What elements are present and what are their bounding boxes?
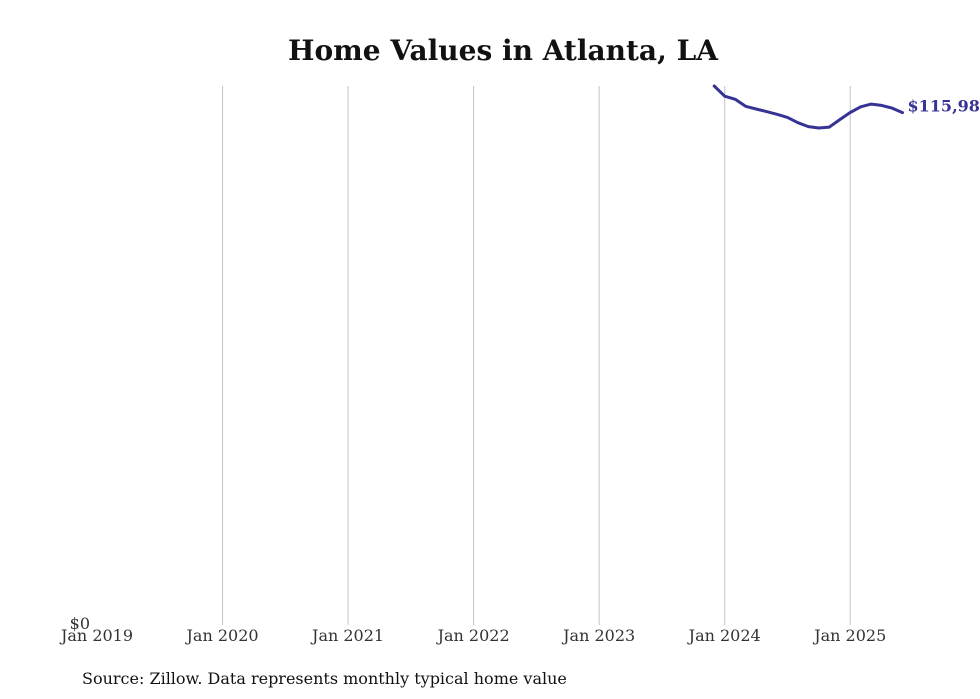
- x-tick-label: Jan 2024: [687, 626, 761, 645]
- y-tick-label: $0: [70, 614, 90, 633]
- x-axis-ticks: Jan 2019 Jan 2020 Jan 2021 Jan 2022 Jan 2023…: [59, 626, 886, 645]
- x-tick-label: Jan 2021: [310, 626, 384, 645]
- chart-title: Home Values in Atlanta, LA: [288, 34, 719, 67]
- series-layer: $115,98: [712, 84, 980, 130]
- x-tick-label: Jan 2022: [436, 626, 510, 645]
- x-tick-label: Jan 2023: [561, 626, 635, 645]
- y-axis-ticks: $0: [70, 614, 90, 633]
- x-tick-label: Jan 2019: [59, 626, 133, 645]
- grid-lines: [222, 86, 851, 625]
- series-line: [712, 84, 904, 130]
- chart-source: Source: Zillow. Data represents monthly …: [82, 669, 567, 688]
- end-value-label: $115,98: [908, 97, 980, 116]
- x-tick-label: Jan 2020: [185, 626, 259, 645]
- x-tick-label: Jan 2025: [812, 626, 886, 645]
